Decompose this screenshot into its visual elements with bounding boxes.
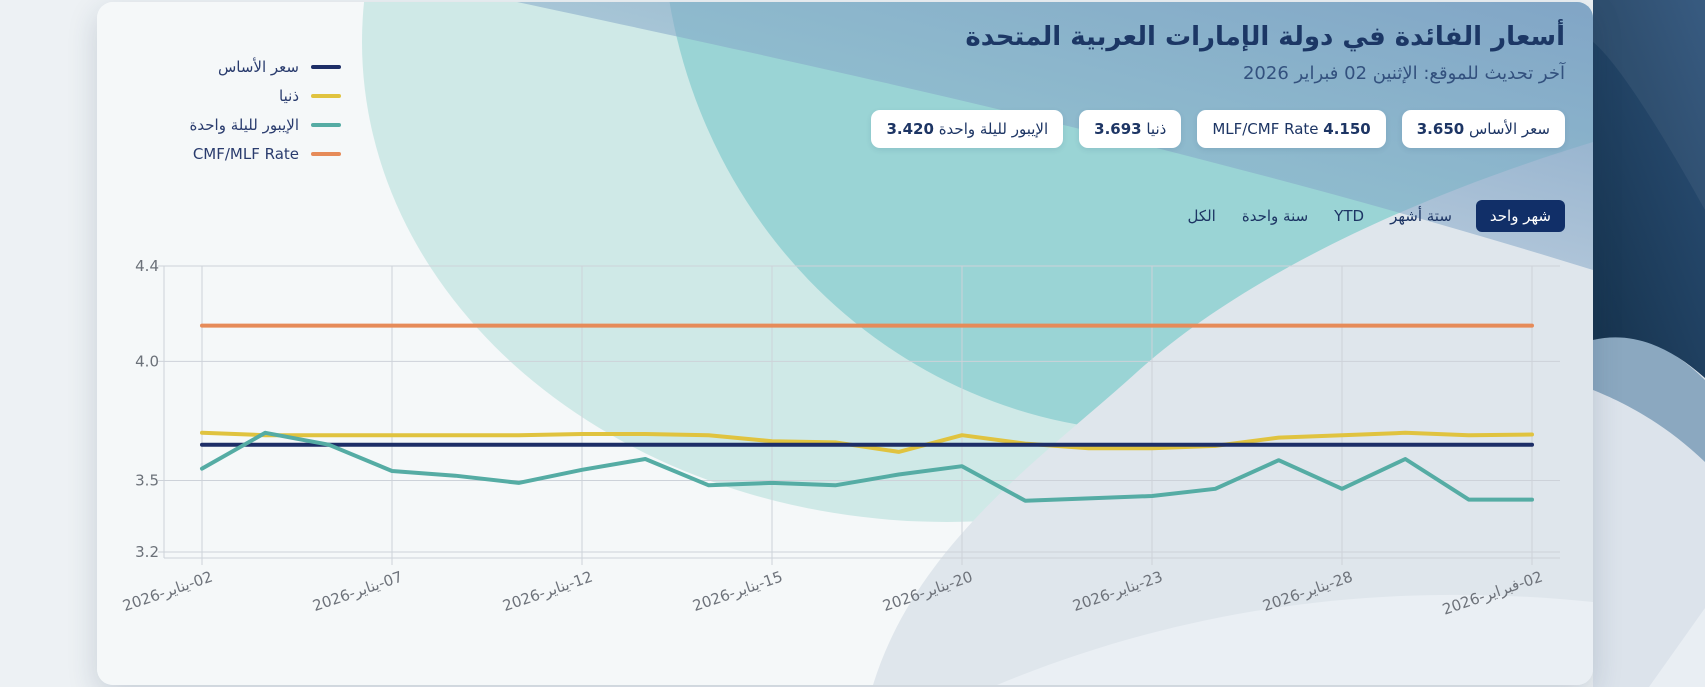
rate-badge-label: MLF/CMF Rate [1212, 120, 1324, 138]
range-tab-4[interactable]: الكل [1185, 200, 1217, 232]
rate-badge-value: 3.420 [886, 120, 934, 138]
header: أسعار الفائدة في دولة الإمارات العربية ا… [965, 22, 1565, 84]
range-tab-0[interactable]: شهر واحد [1475, 200, 1565, 232]
series-line-1 [200, 430, 1534, 454]
chart-card: أسعار الفائدة في دولة الإمارات العربية ا… [97, 2, 1593, 685]
legend-item-label: الإيبور لليلة واحدة [189, 115, 299, 134]
legend-item-3[interactable]: CMF/MLF Rate [97, 139, 341, 168]
range-tab-2[interactable]: YTD [1332, 200, 1366, 232]
page-title: أسعار الفائدة في دولة الإمارات العربية ا… [965, 22, 1565, 52]
rate-badge-value: 3.693 [1094, 120, 1142, 138]
legend-item-label: CMF/MLF Rate [192, 144, 299, 163]
legend-color-swatch [311, 64, 341, 69]
rate-badge-1: MLF/CMF Rate 4.150 [1197, 110, 1386, 148]
legend-color-swatch [311, 93, 341, 98]
rate-badge-2: ذنيا 3.693 [1079, 110, 1182, 148]
chart-legend: سعر الأساس ذنيا الإيبور لليلة واحدة CMF/MLF… [97, 52, 341, 168]
rate-badge-0: سعر الأساس 3.650 [1401, 110, 1565, 148]
rate-badge-value: 4.150 [1323, 120, 1371, 138]
y-axis-tick-label: 4.0 [135, 352, 159, 370]
legend-item-2[interactable]: الإيبور لليلة واحدة [97, 110, 341, 139]
y-axis-tick-label: 3.5 [135, 471, 159, 489]
y-axis-tick-label: 3.2 [135, 543, 159, 561]
legend-color-swatch [311, 151, 341, 156]
rate-badge-3: الإيبور لليلة واحدة 3.420 [871, 110, 1064, 148]
range-tab-3[interactable]: سنة واحدة [1240, 200, 1310, 232]
legend-item-label: ذنيا [279, 86, 299, 105]
legend-item-1[interactable]: ذنيا [97, 81, 341, 110]
rate-badge-label: سعر الأساس [1464, 120, 1550, 138]
range-tabs: شهر واحد ستة أشهر YTD سنة واحدة الكل [1185, 200, 1565, 232]
rate-badge-label: ذنيا [1141, 120, 1167, 138]
legend-item-label: سعر الأساس [217, 57, 299, 76]
rate-badges: سعر الأساس 3.650 MLF/CMF Rate 4.150 ذنيا 3… [871, 110, 1565, 148]
rate-chart: 4.4 4.0 3.5 3.2 02-يناير-2026 07-يناير-2026 1… [97, 2, 1593, 685]
y-axis-tick-label: 4.4 [135, 257, 159, 275]
legend-color-swatch [311, 122, 341, 127]
rate-badge-value: 3.650 [1416, 120, 1465, 138]
last-updated-text: آخر تحديث للموقع: الإثنين 02 فبراير 2026 [1242, 63, 1565, 84]
series-line-2 [200, 430, 1534, 503]
legend-item-0[interactable]: سعر الأساس [97, 52, 341, 81]
range-tab-1[interactable]: ستة أشهر [1388, 200, 1454, 232]
rate-badge-label: الإيبور لليلة واحدة [933, 120, 1049, 138]
background-decoration-right [1593, 0, 1705, 687]
